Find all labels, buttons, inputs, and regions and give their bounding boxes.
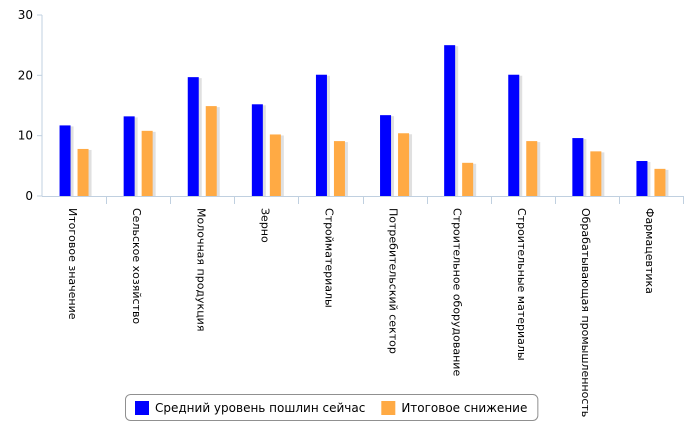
bar-current-tariff[interactable] xyxy=(380,115,392,196)
category-label: Строительные материалы xyxy=(515,208,528,361)
legend-swatch xyxy=(135,401,149,415)
bar-final-reduction[interactable] xyxy=(654,168,666,196)
legend-box xyxy=(125,394,539,421)
category-label: Фармацевтика xyxy=(643,208,656,294)
legend-swatch xyxy=(381,401,396,415)
category-label: Зерно xyxy=(258,208,271,243)
legend-item-final-reduction[interactable]: Итоговое снижение xyxy=(381,401,527,415)
bar-current-tariff[interactable] xyxy=(636,161,648,196)
bar-current-tariff[interactable] xyxy=(59,125,71,196)
category-label: Строительное оборудование xyxy=(451,208,464,376)
bar-final-reduction[interactable] xyxy=(398,133,410,196)
bar-final-reduction[interactable] xyxy=(333,141,345,196)
y-tick-label: 30 xyxy=(18,8,33,22)
axes xyxy=(37,14,684,204)
category-label: Обрабатывающая промышленность xyxy=(579,208,592,417)
bar-current-tariff[interactable] xyxy=(315,74,327,196)
bar-current-tariff[interactable] xyxy=(572,138,584,196)
bar-current-tariff[interactable] xyxy=(187,77,199,196)
bar-final-reduction[interactable] xyxy=(205,106,217,196)
category-label: Сельское хозяйство xyxy=(130,208,143,324)
bar-final-reduction[interactable] xyxy=(77,148,89,196)
bar-final-reduction[interactable] xyxy=(526,141,538,196)
y-tick-label: 0 xyxy=(25,189,33,203)
category-label: Потребительский сектор xyxy=(387,208,400,354)
legend-label: Средний уровень пошлин сейчас xyxy=(155,401,365,415)
category-label: Молочная продукция xyxy=(194,208,207,331)
y-tick-label: 10 xyxy=(18,129,33,143)
bar-current-tariff[interactable] xyxy=(251,104,263,196)
bar-current-tariff[interactable] xyxy=(123,116,135,196)
category-label: Итоговое значение xyxy=(66,208,79,320)
bar-current-tariff[interactable] xyxy=(508,74,520,196)
bar-current-tariff[interactable] xyxy=(444,45,456,196)
category-labels: Итоговое значение Сельское хозяйство Молоч… xyxy=(66,208,656,417)
category-label: Стройматериалы xyxy=(322,208,335,308)
bar-final-reduction[interactable] xyxy=(462,162,474,196)
y-tick-labels: 0 10 20 30 xyxy=(18,8,33,203)
bar-final-reduction[interactable] xyxy=(141,130,153,196)
y-tick-label: 20 xyxy=(18,68,33,82)
bar-final-reduction[interactable] xyxy=(269,134,281,196)
bar-final-reduction[interactable] xyxy=(590,151,602,196)
legend[interactable]: Средний уровень пошлин сейчас Итоговое сн… xyxy=(125,394,539,421)
legend-label: Итоговое снижение xyxy=(401,401,527,415)
bars xyxy=(59,45,669,196)
legend-item-current-tariff[interactable]: Средний уровень пошлин сейчас xyxy=(135,401,365,415)
